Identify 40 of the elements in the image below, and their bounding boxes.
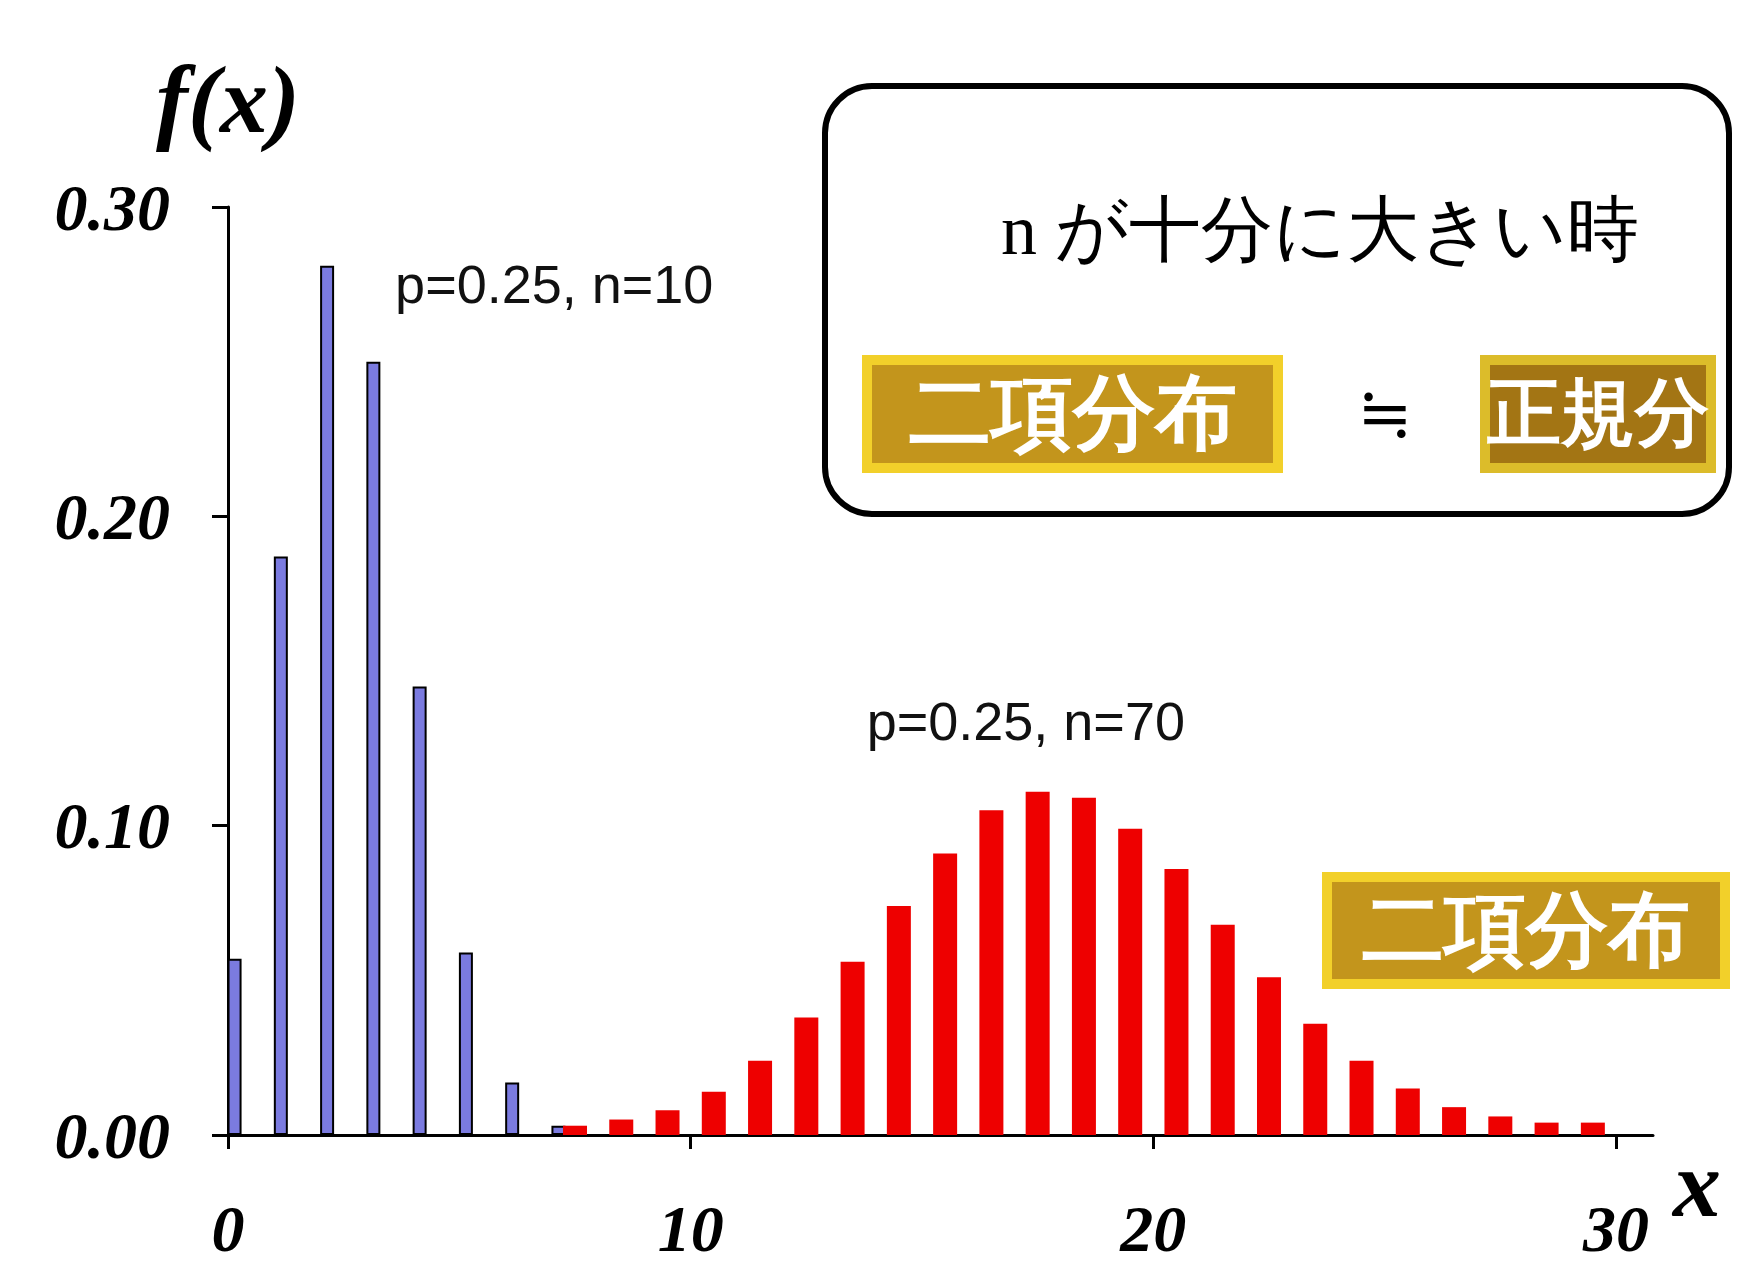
bar [1395,1088,1420,1135]
x-axis-title: x [1671,1129,1721,1237]
bar [1303,1023,1328,1135]
bar [1442,1107,1467,1135]
annotation: 二項分布 [862,355,1283,473]
y-axis-title: f(x) [156,45,300,153]
bar [655,1110,680,1135]
annotation: 二項分布 [1322,872,1730,989]
bar [794,1017,819,1135]
annotation: ≒ [1356,376,1414,452]
bar [1071,797,1096,1135]
x-tick-label: 0 [211,1191,245,1265]
x-tick-label: 30 [1581,1191,1649,1265]
bar [1534,1122,1559,1135]
bar [1118,828,1143,1135]
bar [701,1091,726,1135]
bar [1349,1060,1374,1135]
y-tick-label: 0.30 [54,170,170,244]
bar [840,961,865,1135]
series-label: p=0.25, n=70 [866,690,1185,751]
bar [1164,868,1189,1135]
y-tick-label: 0.20 [54,479,170,553]
x-tick-label: 10 [657,1191,724,1265]
bar [563,1125,587,1135]
bar [1210,924,1235,1135]
series-label: p=0.25, n=10 [395,253,714,314]
bar [1025,791,1050,1135]
annotation: n が十分に大きい時 [1000,189,1640,272]
bar [609,1119,634,1135]
bar [933,853,958,1135]
bar [748,1060,773,1135]
bar [1488,1116,1513,1135]
bar [886,906,911,1135]
bar [1580,1122,1605,1135]
bar [1256,977,1281,1135]
x-tick-label: 20 [1119,1191,1187,1265]
bar [979,810,1004,1135]
annotation: 正規分 [1480,355,1716,473]
y-tick-label: 0.00 [54,1098,170,1172]
y-tick-label: 0.10 [54,789,170,863]
